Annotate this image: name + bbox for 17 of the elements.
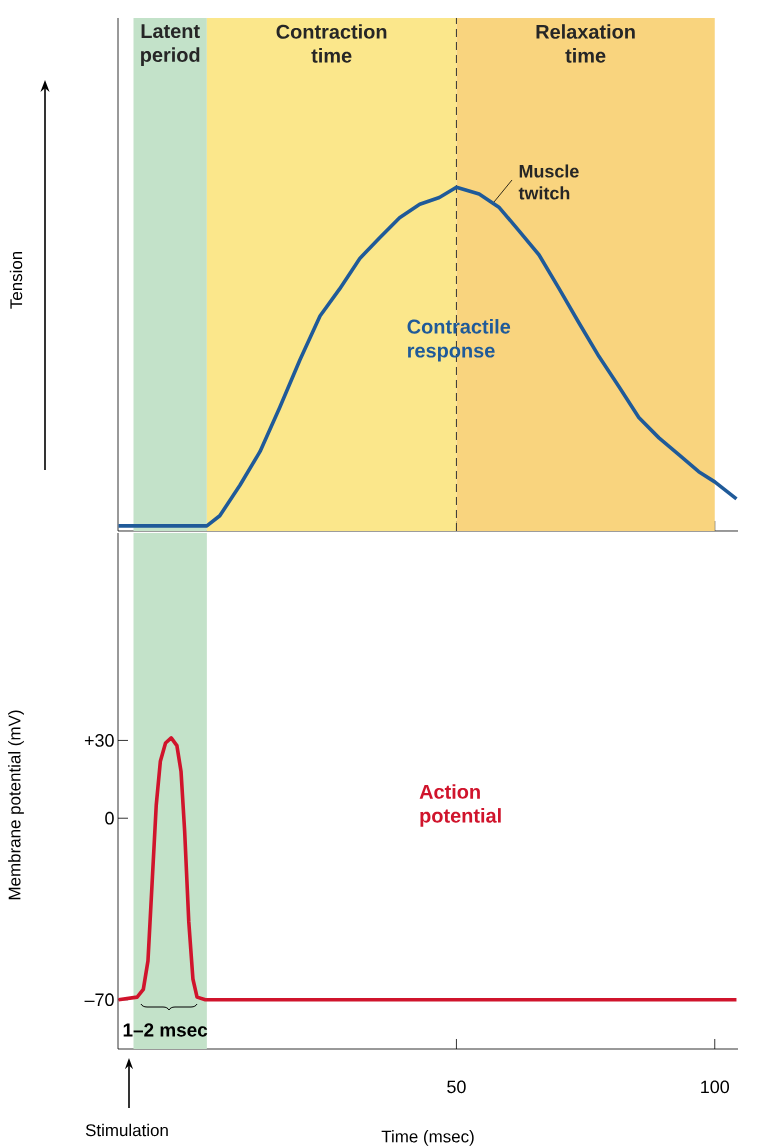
annotation: 1–2 msec	[123, 1023, 208, 1037]
y-tick-label: +30	[84, 734, 114, 747]
text: Action potential	[419, 784, 501, 827]
text: Stimulation	[85, 1123, 168, 1137]
annotation: Muscle twitch	[518, 164, 579, 200]
x-axis-title: Time (msec)	[381, 1130, 474, 1146]
line-series	[116, 736, 739, 1002]
y-tick-label: –70	[84, 993, 114, 1007]
x-tick-label: 100	[701, 1080, 730, 1094]
y-axis-title: Membrane potential (mV)	[8, 710, 24, 900]
x-tick-label: 50	[447, 1080, 466, 1094]
y-axis-title: Tension	[9, 251, 23, 309]
band-label: Relaxation time	[536, 24, 635, 63]
text: Contractile response	[407, 319, 511, 362]
band-label: Latent period	[141, 24, 200, 66]
band-label: Contraction time	[276, 24, 387, 63]
y-tick-label: 0	[105, 811, 114, 825]
